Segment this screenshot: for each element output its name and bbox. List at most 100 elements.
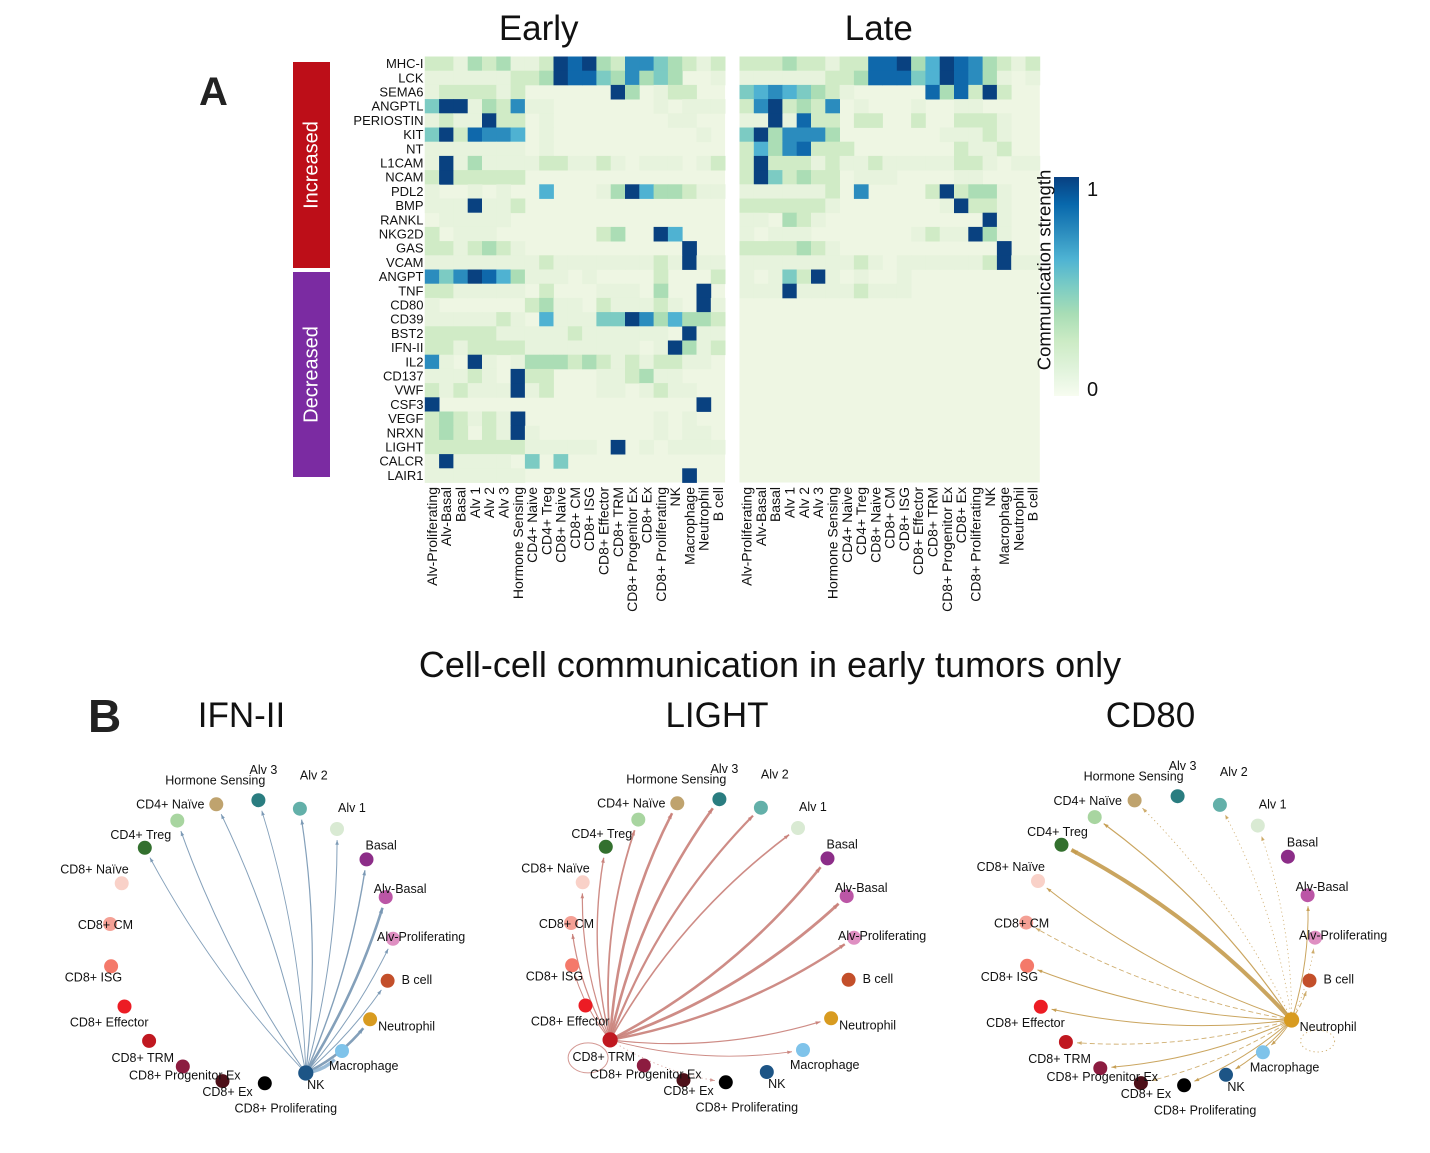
svg-text:Alv-Proliferating: Alv-Proliferating	[739, 487, 755, 586]
svg-text:MHC-I: MHC-I	[386, 56, 424, 71]
svg-text:CD8+ Naive: CD8+ Naive	[553, 487, 569, 563]
svg-text:Alv 3: Alv 3	[496, 487, 512, 518]
svg-text:CD8+ ISG: CD8+ ISG	[581, 487, 597, 551]
svg-text:NK: NK	[1227, 1080, 1245, 1094]
svg-text:Alv 1: Alv 1	[799, 800, 827, 814]
svg-text:LAIR1: LAIR1	[387, 468, 423, 483]
svg-text:IFN-II: IFN-II	[391, 340, 424, 355]
svg-text:L1CAM: L1CAM	[380, 156, 423, 171]
svg-text:B cell: B cell	[402, 973, 433, 987]
svg-text:CD8+ Naïve: CD8+ Naïve	[60, 862, 128, 876]
svg-text:0: 0	[1087, 379, 1098, 401]
svg-text:Hormone Sensing: Hormone Sensing	[165, 773, 265, 787]
svg-text:NT: NT	[406, 141, 423, 156]
svg-text:CD8+ Ex: CD8+ Ex	[663, 1084, 714, 1098]
svg-text:CD8+ CM: CD8+ CM	[539, 917, 594, 931]
svg-text:CD8+ Effector: CD8+ Effector	[910, 487, 926, 575]
svg-text:CD8+ CM: CD8+ CM	[882, 487, 898, 549]
svg-text:Alv-Proliferating: Alv-Proliferating	[838, 929, 926, 943]
svg-text:Macrophage: Macrophage	[329, 1059, 399, 1073]
svg-text:CALCR: CALCR	[379, 454, 423, 469]
svg-text:ANGPT: ANGPT	[379, 269, 424, 284]
svg-text:CD8+ Effector: CD8+ Effector	[986, 1016, 1065, 1030]
svg-text:Neutrophil: Neutrophil	[1010, 487, 1026, 551]
svg-text:CD8+ Proliferating: CD8+ Proliferating	[235, 1101, 338, 1115]
svg-text:Alv 3: Alv 3	[711, 762, 739, 776]
svg-text:SEMA6: SEMA6	[379, 85, 423, 100]
svg-text:CD8+ TRM: CD8+ TRM	[572, 1050, 635, 1064]
svg-text:Neutrophil: Neutrophil	[1300, 1020, 1357, 1034]
svg-text:CD4+ Treg: CD4+ Treg	[1027, 825, 1088, 839]
svg-text:CD4+ Treg: CD4+ Treg	[853, 487, 869, 555]
svg-text:Macrophage: Macrophage	[996, 487, 1012, 565]
svg-text:Alv-Basal: Alv-Basal	[374, 882, 427, 896]
svg-text:CD8+ CM: CD8+ CM	[78, 918, 133, 932]
svg-text:CD8+ Proliferating: CD8+ Proliferating	[968, 487, 984, 602]
svg-text:CD8+ Naïve: CD8+ Naïve	[977, 860, 1045, 874]
svg-text:CD8+ ISG: CD8+ ISG	[981, 970, 1038, 984]
svg-text:IL2: IL2	[405, 354, 423, 369]
svg-text:Alv-Proliferating: Alv-Proliferating	[1299, 929, 1387, 943]
svg-text:Basal: Basal	[827, 837, 858, 851]
svg-text:BST2: BST2	[391, 326, 424, 341]
svg-text:Alv-Proliferating: Alv-Proliferating	[377, 930, 465, 944]
svg-text:Basal: Basal	[453, 487, 469, 522]
svg-text:CD8+ ISG: CD8+ ISG	[65, 970, 122, 984]
svg-text:CD8+ Ex: CD8+ Ex	[202, 1085, 253, 1099]
svg-text:B cell: B cell	[1324, 973, 1355, 987]
svg-text:CD8+ TRM: CD8+ TRM	[111, 1051, 174, 1065]
svg-text:Alv 1: Alv 1	[338, 801, 366, 815]
svg-text:RANKL: RANKL	[380, 212, 423, 227]
svg-text:TNF: TNF	[398, 283, 423, 298]
svg-text:NRXN: NRXN	[387, 425, 424, 440]
svg-text:Alv 2: Alv 2	[481, 487, 497, 518]
svg-text:B cell: B cell	[863, 972, 894, 986]
svg-text:Early: Early	[499, 9, 579, 48]
svg-text:CD8+ Naïve: CD8+ Naïve	[521, 861, 589, 875]
svg-text:VCAM: VCAM	[386, 255, 424, 270]
svg-text:NK: NK	[307, 1078, 325, 1092]
svg-text:Increased: Increased	[301, 121, 323, 209]
svg-text:CD8+ Progenitor Ex: CD8+ Progenitor Ex	[129, 1069, 241, 1083]
svg-text:BMP: BMP	[395, 198, 423, 213]
svg-text:A: A	[199, 70, 228, 114]
svg-text:Alv 1: Alv 1	[467, 487, 483, 518]
svg-text:CD4+ Treg: CD4+ Treg	[110, 828, 171, 842]
svg-text:NK: NK	[667, 486, 683, 506]
svg-text:CD8+ Progenitor Ex: CD8+ Progenitor Ex	[624, 487, 640, 612]
svg-text:Alv 1: Alv 1	[782, 487, 798, 518]
svg-text:Alv-Basal: Alv-Basal	[835, 881, 888, 895]
svg-text:CD4+ Naive: CD4+ Naive	[839, 487, 855, 563]
svg-text:Hormone Sensing: Hormone Sensing	[510, 487, 526, 599]
svg-text:Neutrophil: Neutrophil	[378, 1019, 435, 1033]
svg-text:Neutrophil: Neutrophil	[839, 1018, 896, 1032]
svg-text:Hormone Sensing: Hormone Sensing	[825, 487, 841, 599]
svg-text:CD80: CD80	[390, 298, 423, 313]
svg-text:CD8+ Progenitor Ex: CD8+ Progenitor Ex	[939, 487, 955, 612]
svg-text:CD8+ Effector: CD8+ Effector	[531, 1015, 610, 1029]
svg-text:CD8+ Ex: CD8+ Ex	[1121, 1087, 1172, 1101]
svg-text:NK: NK	[982, 486, 998, 506]
svg-text:CD8+ Naive: CD8+ Naive	[867, 487, 883, 563]
svg-text:NCAM: NCAM	[385, 170, 423, 185]
svg-text:CD8+ Proliferating: CD8+ Proliferating	[653, 487, 669, 602]
svg-text:CD4+ Naïve: CD4+ Naïve	[1053, 794, 1121, 808]
svg-text:LIGHT: LIGHT	[385, 440, 423, 455]
svg-text:CD8+ Progenitor Ex: CD8+ Progenitor Ex	[590, 1068, 702, 1082]
svg-text:Alv-Basal: Alv-Basal	[438, 487, 454, 546]
svg-text:CD8+ Ex: CD8+ Ex	[639, 487, 655, 543]
svg-text:Alv 3: Alv 3	[1169, 759, 1197, 773]
svg-text:Macrophage: Macrophage	[790, 1058, 860, 1072]
svg-text:Decreased: Decreased	[301, 326, 323, 423]
svg-text:Communication strength: Communication strength	[1034, 170, 1055, 371]
svg-text:CD80: CD80	[1106, 696, 1195, 735]
svg-text:B cell: B cell	[1025, 487, 1041, 521]
svg-text:1: 1	[1087, 179, 1098, 201]
svg-text:CD8+ CM: CD8+ CM	[567, 487, 583, 549]
svg-text:Alv 3: Alv 3	[810, 487, 826, 518]
svg-text:IFN-II: IFN-II	[198, 696, 285, 735]
svg-text:CD8+ Effector: CD8+ Effector	[596, 487, 612, 575]
svg-text:Neutrophil: Neutrophil	[696, 487, 712, 551]
svg-text:Hormone Sensing: Hormone Sensing	[626, 772, 726, 786]
svg-text:CD8+ ISG: CD8+ ISG	[526, 969, 583, 983]
